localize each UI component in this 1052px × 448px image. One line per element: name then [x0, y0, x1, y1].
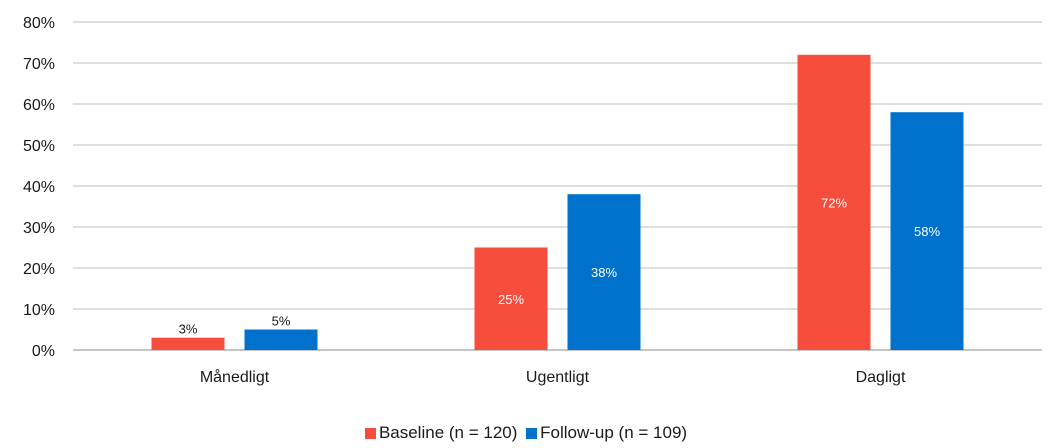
y-tick-label: 40%	[23, 179, 55, 196]
y-tick-label: 30%	[23, 220, 55, 237]
data-label: 38%	[591, 265, 617, 280]
data-label: 58%	[914, 224, 940, 239]
y-tick-label: 20%	[23, 261, 55, 278]
y-tick-label: 50%	[23, 138, 55, 155]
data-label: 5%	[272, 314, 291, 329]
x-axis-category-labels: Månedligt Ugentligt Dagligt	[200, 368, 906, 386]
x-category-label: Dagligt	[856, 369, 906, 386]
legend-label-baseline: Baseline (n = 120)	[378, 423, 518, 442]
data-label: 72%	[821, 195, 847, 210]
y-tick-label: 60%	[23, 97, 55, 114]
y-tick-label: 70%	[23, 56, 55, 73]
legend: Baseline (n = 120) Follow-up (n = 109)	[0, 423, 1052, 444]
bar-baseline-0	[151, 337, 225, 350]
legend-item-baseline: Baseline (n = 120)	[364, 423, 518, 443]
x-category-label: Månedligt	[200, 368, 270, 386]
bar-follow-up-2	[890, 112, 964, 350]
legend-label-follow-up: Follow-up (n = 109)	[540, 423, 688, 442]
legend-swatch-baseline	[364, 427, 376, 439]
y-tick-label: 0%	[32, 343, 55, 360]
data-label: 25%	[498, 292, 524, 307]
y-axis-tick-labels: 0% 10% 20% 30% 40% 50% 60% 70% 80%	[23, 15, 55, 360]
y-tick-label: 10%	[23, 302, 55, 319]
y-tick-label: 80%	[23, 15, 55, 32]
x-category-label: Ugentligt	[526, 369, 590, 386]
data-labels: 3% 5% 25% 38% 72% 58%	[179, 195, 941, 336]
legend-swatch-follow-up	[526, 427, 538, 439]
bar-baseline-1	[474, 247, 548, 350]
bar-baseline-2	[797, 54, 871, 351]
legend-item-follow-up: Follow-up (n = 109)	[526, 423, 687, 443]
bar-follow-up-1	[567, 194, 641, 350]
data-label: 3%	[179, 322, 198, 337]
gridlines	[73, 21, 1042, 351]
bars	[151, 54, 964, 351]
bar-follow-up-0	[244, 329, 318, 350]
